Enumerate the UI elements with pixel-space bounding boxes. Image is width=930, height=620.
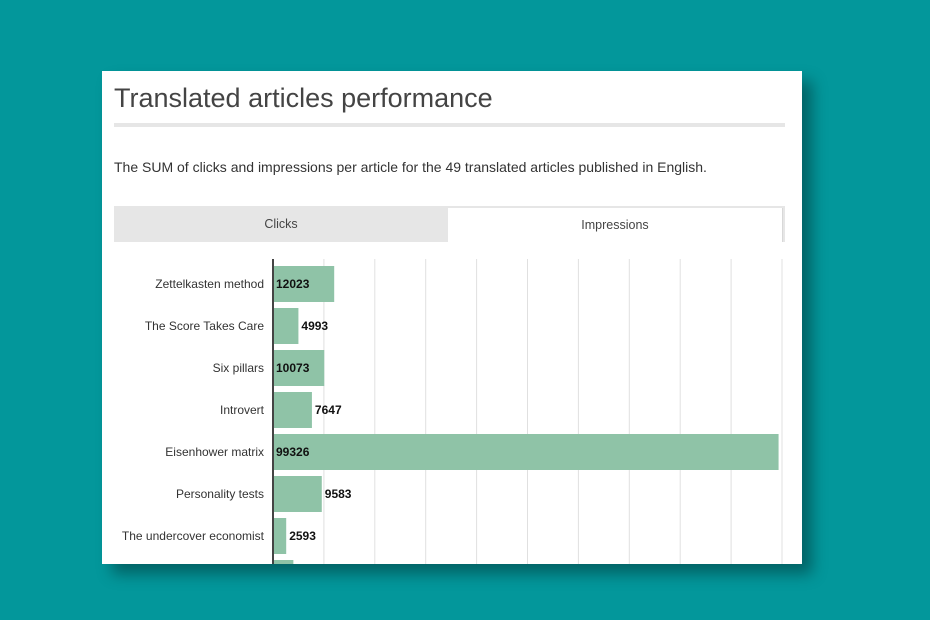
bar bbox=[273, 434, 779, 470]
category-label: Zettelkasten method bbox=[155, 277, 264, 291]
category-label: Six pillars bbox=[213, 361, 264, 375]
value-label: 10073 bbox=[276, 361, 310, 375]
page-title: Translated articles performance bbox=[114, 83, 493, 113]
chart-description: The SUM of clicks and impressions per ar… bbox=[114, 159, 707, 175]
bar bbox=[273, 266, 335, 302]
title-divider bbox=[114, 123, 785, 127]
value-label: 4993 bbox=[301, 319, 328, 333]
value-label: 7647 bbox=[315, 403, 342, 417]
chart-card: Translated articles performance The SUM … bbox=[102, 71, 802, 564]
bar bbox=[273, 476, 322, 512]
bar-partial bbox=[273, 560, 294, 564]
bar bbox=[273, 350, 325, 386]
bar bbox=[273, 392, 312, 428]
tab-clicks[interactable]: Clicks bbox=[264, 217, 298, 231]
category-label: The undercover economist bbox=[122, 529, 265, 543]
bar bbox=[273, 518, 287, 554]
value-label: 12023 bbox=[276, 277, 310, 291]
value-label: 2593 bbox=[289, 529, 316, 543]
value-label: 9583 bbox=[325, 487, 352, 501]
bar-chart: Zettelkasten method 12023 The Score Takes … bbox=[122, 259, 783, 564]
bar bbox=[273, 308, 299, 344]
category-label: The Score Takes Care bbox=[145, 319, 264, 333]
metric-tabs: Clicks Impressions bbox=[114, 206, 785, 242]
value-label: 99326 bbox=[276, 445, 310, 459]
category-label: Eisenhower matrix bbox=[165, 445, 264, 459]
category-label: Introvert bbox=[220, 403, 265, 417]
tab-impressions[interactable]: Impressions bbox=[448, 208, 783, 242]
category-label: Personality tests bbox=[176, 487, 264, 501]
